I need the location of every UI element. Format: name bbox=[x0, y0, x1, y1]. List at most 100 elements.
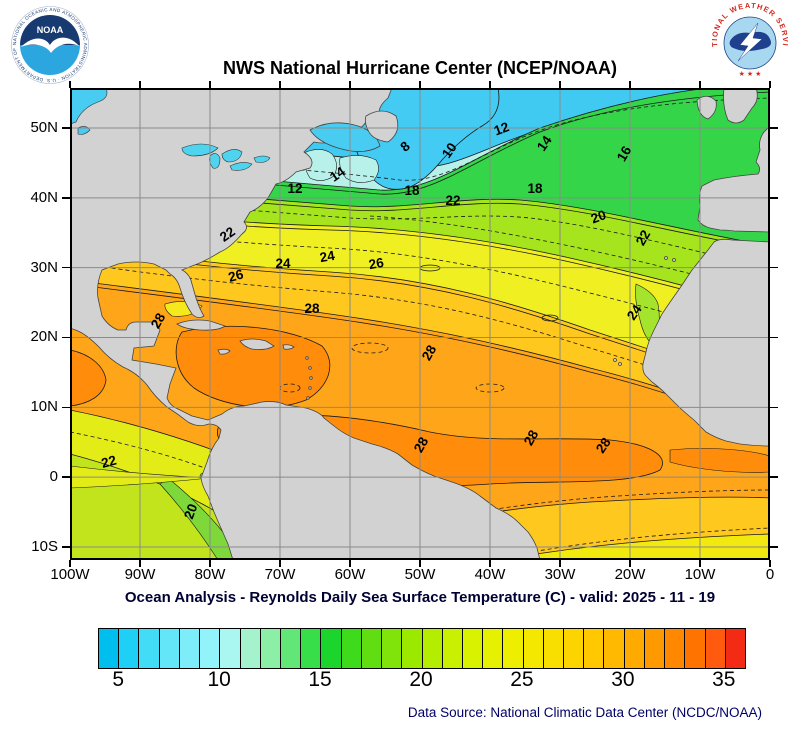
contour-value-label: 22 bbox=[217, 224, 238, 245]
colorbar-segment bbox=[321, 629, 342, 668]
colorbar-segment bbox=[665, 629, 686, 668]
colorbar-segment bbox=[159, 629, 180, 668]
contour-value-label: 18 bbox=[527, 181, 543, 196]
x-axis-label: 10W bbox=[684, 566, 716, 583]
colorbar-segment bbox=[442, 629, 463, 668]
y-axis-tick bbox=[62, 336, 70, 339]
noaa-circle-top bbox=[20, 15, 80, 45]
x-axis-tick-top bbox=[419, 81, 421, 88]
colorbar-segment bbox=[685, 629, 706, 668]
x-axis-label: 100W bbox=[50, 566, 90, 583]
x-axis-label: 30W bbox=[544, 566, 576, 583]
contour-value-label: 24 bbox=[319, 248, 337, 265]
y-axis-label: 30N bbox=[30, 258, 58, 276]
temperature-colorbar bbox=[98, 628, 746, 669]
x-axis-tick-top bbox=[209, 81, 211, 88]
colorbar-scale-labels: 5 10 15 20 25 30 35 bbox=[98, 668, 744, 694]
contour-value-label: 28 bbox=[411, 434, 432, 455]
y-axis-label: 10N bbox=[30, 398, 58, 416]
colorbar-tick-label: 5 bbox=[112, 668, 125, 691]
puerto-rico bbox=[282, 344, 295, 350]
hispaniola bbox=[239, 338, 275, 350]
y-axis-tick-right bbox=[770, 546, 778, 548]
contour-value-label: 22 bbox=[633, 227, 654, 248]
contour-value-label: 16 bbox=[614, 143, 635, 164]
contour-value-label: 20 bbox=[181, 502, 200, 521]
colorbar-segment bbox=[260, 629, 281, 668]
y-axis-label: 20N bbox=[30, 328, 58, 346]
x-axis-tick-top bbox=[699, 81, 701, 88]
latlon-grid bbox=[70, 88, 770, 560]
colorbar-segment bbox=[220, 629, 241, 668]
colorbar-segment bbox=[382, 629, 403, 668]
x-axis-tick bbox=[69, 560, 71, 567]
contour-value-label: 26 bbox=[227, 266, 246, 285]
newfoundland bbox=[364, 110, 399, 143]
x-axis-tick bbox=[769, 560, 771, 567]
contour-value-label: 28 bbox=[148, 310, 169, 331]
nws-stars: ★ ★ ★ bbox=[739, 70, 762, 78]
colorbar-segment bbox=[644, 629, 666, 668]
x-axis-label: 20W bbox=[614, 566, 646, 583]
y-axis-tick bbox=[62, 476, 70, 478]
contour-value-label: 18 bbox=[404, 183, 420, 198]
x-axis-tick-top bbox=[349, 81, 351, 88]
colorbar-segment bbox=[361, 629, 383, 668]
x-axis-label: 90W bbox=[124, 566, 156, 583]
colorbar-segment bbox=[462, 629, 484, 668]
contour-value-label: 12 bbox=[492, 119, 511, 138]
nws-logo: NATIONAL WEATHER SERVICE ★ ★ ★ bbox=[710, 3, 789, 82]
x-axis-label: 0 bbox=[765, 566, 775, 583]
colorbar-segment bbox=[301, 629, 322, 668]
y-axis-tick bbox=[62, 406, 70, 409]
y-axis-tick bbox=[62, 266, 70, 269]
x-axis-tick bbox=[349, 560, 351, 567]
great-lakes bbox=[181, 143, 271, 171]
africa bbox=[642, 238, 770, 447]
x-axis-tick bbox=[559, 560, 561, 567]
x-axis-label: 50W bbox=[404, 566, 436, 583]
x-axis-label: 60W bbox=[334, 566, 366, 583]
map-border bbox=[70, 88, 770, 560]
colorbar-segment bbox=[604, 629, 625, 668]
colorbar-tick-label: 15 bbox=[308, 668, 332, 691]
y-axis-label: 40N bbox=[30, 188, 58, 206]
y-axis-tick bbox=[62, 197, 70, 199]
colorbar-tick-label: 10 bbox=[207, 668, 231, 691]
colorbar-segment bbox=[422, 629, 443, 668]
contour-value-label: 20 bbox=[589, 207, 608, 226]
contour-value-label: 22 bbox=[445, 193, 460, 208]
colorbar-tick-label: 35 bbox=[712, 668, 736, 691]
x-axis-tick bbox=[419, 560, 421, 567]
y-axis-label: 50N bbox=[30, 119, 58, 136]
nws-lightning-icon bbox=[737, 22, 763, 62]
x-axis-tick bbox=[209, 560, 211, 567]
y-axis-tick-right bbox=[770, 406, 778, 409]
colorbar-tick-label: 25 bbox=[510, 668, 534, 691]
colorbar-segment bbox=[705, 629, 726, 668]
americas-landmass bbox=[70, 88, 541, 560]
lesser-antilles bbox=[305, 356, 313, 400]
y-axis-tick-right bbox=[770, 127, 778, 129]
y-axis-tick-right bbox=[770, 336, 778, 339]
jamaica bbox=[217, 348, 231, 355]
colorbar-tick-label: 30 bbox=[611, 668, 635, 691]
y-axis-tick-right bbox=[770, 197, 778, 199]
page-title: NWS National Hurricane Center (NCEP/NOAA… bbox=[222, 58, 618, 78]
cuba bbox=[176, 319, 226, 331]
noaa-logo: NATIONAL OCEANIC AND ATMOSPHERIC ADMINIS… bbox=[10, 5, 89, 84]
y-axis-tick-right bbox=[770, 266, 778, 269]
colorbar-segment bbox=[624, 629, 645, 668]
x-axis-tick-top bbox=[279, 81, 281, 88]
colorbar-tick-label: 20 bbox=[409, 668, 433, 691]
y-axis-label: 0 bbox=[49, 468, 58, 486]
y-axis-tick-right bbox=[770, 476, 778, 478]
gulf-st-lawrence bbox=[309, 122, 381, 152]
contour-value-label: 24 bbox=[275, 256, 291, 271]
x-axis-tick-top bbox=[629, 81, 631, 88]
colorbar-segment bbox=[119, 629, 140, 668]
colorbar-segment bbox=[280, 629, 302, 668]
data-source-note: Data Source: National Climatic Data Cent… bbox=[407, 705, 762, 720]
great-britain bbox=[723, 88, 758, 124]
contour-value-label: 12 bbox=[287, 181, 302, 196]
